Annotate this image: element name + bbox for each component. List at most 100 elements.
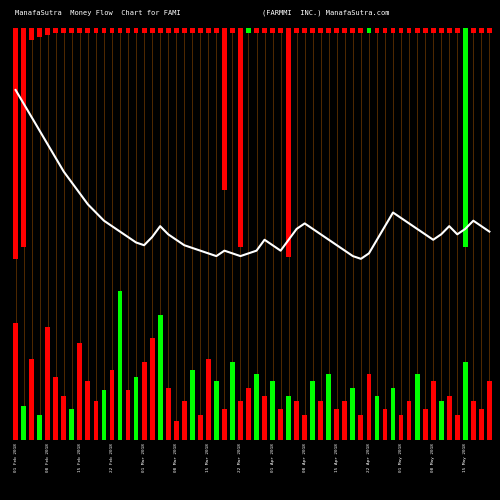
Bar (118, 292, 122, 440)
Bar (214, 380, 219, 440)
Bar (94, 401, 98, 440)
Bar (479, 408, 484, 440)
Bar (358, 415, 364, 440)
Bar (38, 415, 42, 440)
Bar (334, 28, 339, 33)
Bar (94, 28, 98, 33)
Bar (286, 396, 291, 440)
Bar (238, 28, 243, 248)
Bar (366, 374, 372, 440)
Bar (198, 415, 202, 440)
Bar (270, 380, 275, 440)
Bar (350, 28, 356, 33)
Bar (174, 28, 178, 33)
Bar (70, 28, 74, 33)
Bar (414, 28, 420, 33)
Bar (326, 374, 331, 440)
Bar (479, 28, 484, 33)
Bar (382, 408, 388, 440)
Bar (342, 401, 347, 440)
Bar (54, 378, 58, 440)
Bar (374, 28, 380, 33)
Bar (30, 28, 34, 40)
Bar (78, 343, 82, 440)
Bar (382, 28, 388, 33)
Bar (262, 396, 267, 440)
Bar (463, 28, 468, 248)
Bar (38, 28, 42, 38)
Bar (487, 380, 492, 440)
Bar (390, 28, 396, 33)
Bar (422, 28, 428, 33)
Bar (318, 28, 323, 33)
Bar (118, 28, 122, 33)
Bar (46, 328, 50, 440)
Bar (302, 415, 307, 440)
Bar (326, 28, 331, 33)
Bar (254, 374, 259, 440)
Bar (447, 396, 452, 440)
Bar (182, 401, 186, 440)
Bar (174, 421, 178, 440)
Bar (126, 390, 130, 440)
Bar (206, 28, 210, 33)
Bar (62, 28, 66, 33)
Bar (70, 408, 74, 440)
Bar (463, 362, 468, 440)
Bar (406, 28, 412, 33)
Bar (150, 28, 154, 33)
Bar (374, 396, 380, 440)
Bar (46, 28, 50, 35)
Bar (238, 401, 243, 440)
Bar (471, 28, 476, 33)
Bar (398, 415, 404, 440)
Bar (214, 28, 219, 33)
Bar (302, 28, 307, 33)
Bar (142, 28, 146, 33)
Bar (390, 388, 396, 440)
Bar (158, 315, 162, 440)
Bar (270, 28, 275, 33)
Bar (134, 28, 138, 33)
Bar (471, 401, 476, 440)
Bar (286, 28, 291, 256)
Bar (78, 28, 82, 33)
Bar (21, 406, 26, 440)
Bar (487, 28, 492, 33)
Bar (206, 358, 210, 440)
Bar (166, 388, 170, 440)
Bar (439, 401, 444, 440)
Bar (21, 28, 26, 248)
Bar (431, 380, 436, 440)
Bar (30, 358, 34, 440)
Bar (142, 362, 146, 440)
Bar (455, 415, 460, 440)
Bar (86, 28, 90, 33)
Bar (310, 380, 315, 440)
Bar (318, 401, 323, 440)
Bar (398, 28, 404, 33)
Bar (222, 28, 227, 190)
Bar (102, 390, 106, 440)
Bar (414, 374, 420, 440)
Bar (62, 396, 66, 440)
Bar (102, 28, 106, 33)
Text: (FARMMI  INC.) ManafaSutra.com: (FARMMI INC.) ManafaSutra.com (262, 10, 390, 16)
Bar (294, 401, 299, 440)
Bar (134, 378, 138, 440)
Bar (86, 380, 90, 440)
Bar (358, 28, 364, 33)
Bar (294, 28, 299, 33)
Bar (13, 322, 18, 440)
Bar (182, 28, 186, 33)
Bar (366, 28, 372, 33)
Bar (230, 28, 235, 33)
Bar (126, 28, 130, 33)
Bar (230, 362, 235, 440)
Bar (198, 28, 202, 33)
Bar (278, 408, 283, 440)
Bar (246, 28, 251, 33)
Bar (110, 370, 114, 440)
Bar (110, 28, 114, 33)
Bar (342, 28, 347, 33)
